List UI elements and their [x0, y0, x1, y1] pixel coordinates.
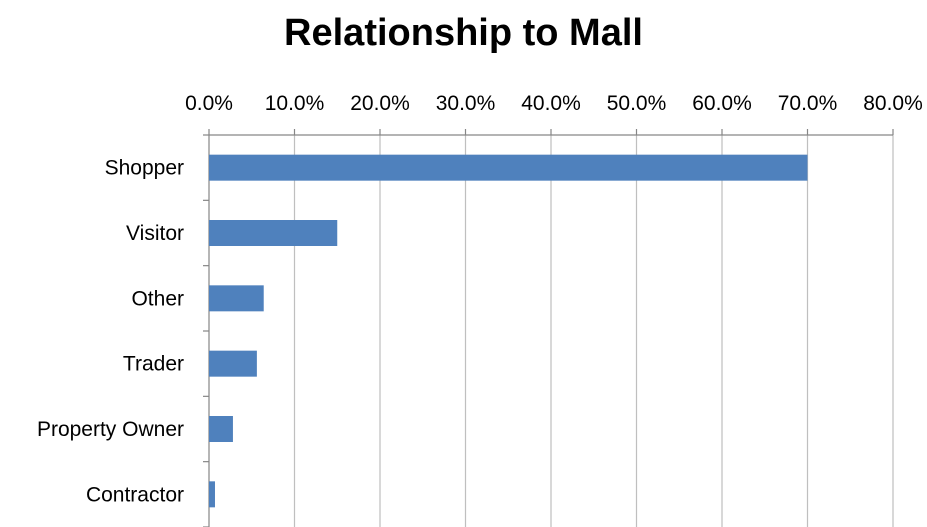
category-label: Visitor — [126, 222, 184, 245]
x-tick-label: 50.0% — [607, 92, 667, 115]
bar-property-owner — [209, 416, 233, 442]
x-tick-label: 30.0% — [436, 92, 496, 115]
category-label: Other — [131, 287, 184, 310]
gridlines — [293, 135, 894, 527]
bar-other — [209, 285, 264, 312]
x-tick-label: 10.0% — [265, 92, 325, 115]
bar-contractor — [209, 481, 215, 508]
x-tick-label: 40.0% — [521, 92, 581, 115]
x-tick-label: 60.0% — [692, 92, 752, 115]
bar-visitor — [209, 220, 338, 246]
x-tick-label: 70.0% — [778, 92, 838, 115]
x-tick-label: 20.0% — [350, 92, 410, 115]
x-tick-labels: 0.0% 10.0% 20.0% 30.0% 40.0% 50.0% 60.0% 70.0% 8… — [185, 92, 923, 115]
category-label: Property Owner — [37, 418, 184, 441]
x-tick-label: 80.0% — [863, 92, 923, 115]
chart-title: Relationship to Mall — [284, 12, 643, 54]
category-label: Shopper — [105, 157, 184, 180]
axes — [203, 129, 894, 527]
category-label: Trader — [123, 353, 184, 376]
bars — [209, 154, 808, 508]
category-label: Contractor — [86, 483, 184, 506]
bar-shopper — [209, 154, 808, 181]
x-tick-label: 0.0% — [185, 92, 233, 115]
bar-trader — [209, 350, 257, 377]
category-labels: Shopper Visitor Other Trader Property Owner C… — [37, 157, 184, 507]
